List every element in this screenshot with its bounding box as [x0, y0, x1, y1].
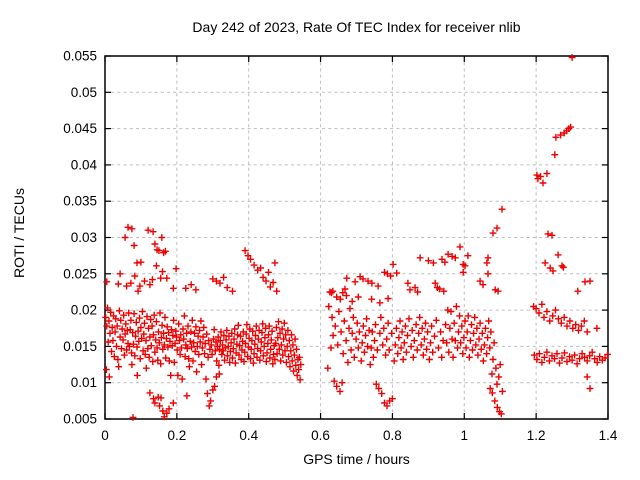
svg-text:0.005: 0.005 [63, 412, 97, 427]
svg-text:0.01: 0.01 [71, 375, 97, 390]
svg-text:0.055: 0.055 [63, 49, 97, 64]
svg-text:1.2: 1.2 [527, 428, 546, 443]
svg-text:0.045: 0.045 [63, 121, 97, 136]
y-tick-labels: 0.005 0.01 0.015 0.02 0.025 0.03 0.035 0.04 0.04… [63, 49, 97, 427]
svg-text:0.05: 0.05 [71, 85, 97, 100]
svg-text:0.015: 0.015 [63, 339, 97, 354]
svg-text:1.4: 1.4 [599, 428, 618, 443]
chart-title: Day 242 of 2023, Rate Of TEC Index for r… [192, 19, 521, 35]
svg-text:0: 0 [101, 428, 109, 443]
svg-text:0.025: 0.025 [63, 266, 97, 281]
plot-border [104, 55, 609, 420]
svg-text:0.04: 0.04 [71, 157, 98, 172]
svg-text:0.02: 0.02 [71, 303, 97, 318]
svg-text:1: 1 [461, 428, 469, 443]
svg-text:0.6: 0.6 [311, 428, 330, 443]
grid-lines [105, 56, 608, 419]
x-axis-label: GPS time / hours [303, 451, 410, 467]
svg-text:0.2: 0.2 [167, 428, 186, 443]
svg-text:0.03: 0.03 [71, 230, 97, 245]
svg-text:0.035: 0.035 [63, 194, 97, 209]
x-tick-labels: 0 0.2 0.4 0.6 0.8 1 1.2 1.4 [101, 428, 618, 443]
svg-text:0.8: 0.8 [383, 428, 402, 443]
svg-text:0.4: 0.4 [239, 428, 258, 443]
data-points [102, 54, 611, 421]
